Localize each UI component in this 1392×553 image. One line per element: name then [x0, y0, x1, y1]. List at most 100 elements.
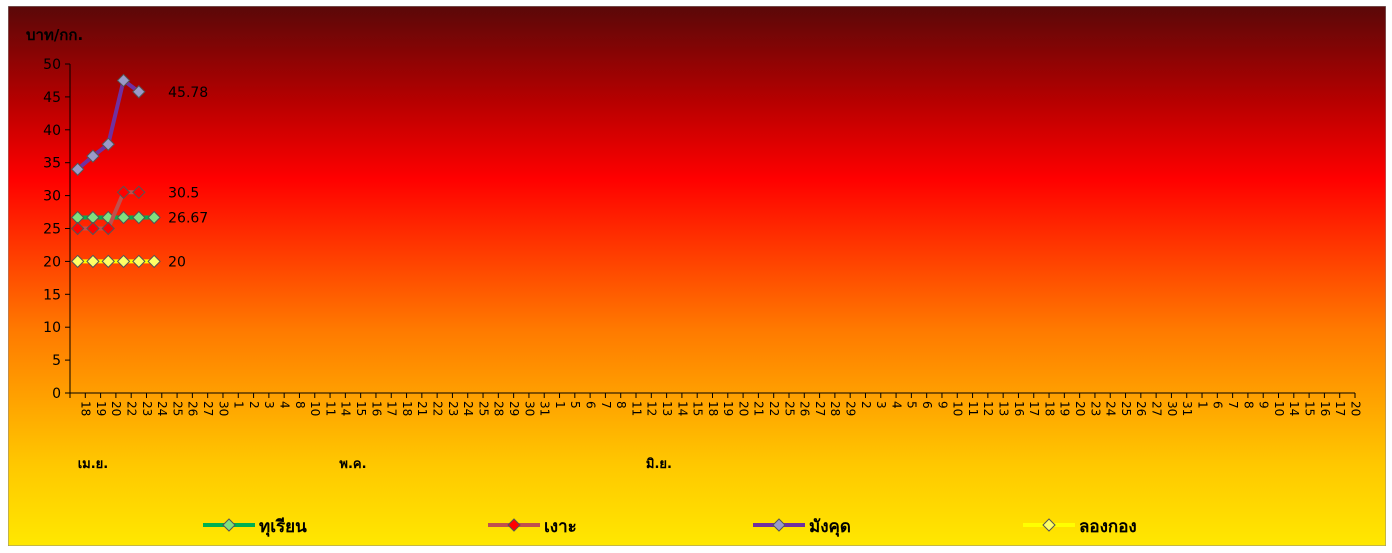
- x-tick-label: 13: [660, 401, 674, 416]
- month-label: มิ.ย.: [646, 457, 672, 472]
- data-point: [147, 210, 161, 225]
- x-tick-label: 27: [813, 401, 827, 416]
- x-tick-label: 2: [859, 401, 873, 409]
- x-tick-label: 4: [278, 401, 292, 409]
- x-tick-label: 22: [767, 401, 781, 416]
- x-tick-label: 3: [874, 401, 888, 409]
- data-point: [86, 221, 100, 236]
- x-tick-label: 24: [1104, 401, 1118, 416]
- x-tick-label: 23: [446, 401, 460, 416]
- x-tick-label: 14: [1287, 401, 1301, 416]
- x-tick-label: 15: [1302, 401, 1316, 416]
- x-tick-label: 20: [1073, 401, 1087, 416]
- x-tick-label: 14: [675, 401, 689, 416]
- data-point: [132, 210, 146, 225]
- x-tick-label: 31: [538, 401, 552, 416]
- data-label: 30.5: [168, 185, 199, 201]
- x-tick-label: 11: [966, 401, 980, 416]
- y-tick-label: 25: [43, 222, 61, 238]
- month-label: พ.ค.: [339, 457, 366, 472]
- x-tick-label: 22: [125, 401, 139, 416]
- data-point: [86, 149, 100, 163]
- data-label: 45.78: [168, 85, 208, 101]
- x-tick-label: 22: [430, 401, 444, 416]
- x-tick-label: 31: [1180, 401, 1194, 416]
- x-tick-label: 18: [400, 401, 414, 416]
- x-tick-label: 27: [201, 401, 215, 416]
- y-tick-label: 10: [43, 320, 61, 336]
- x-tick-label: 23: [1088, 401, 1102, 416]
- x-tick-label: 17: [1027, 401, 1041, 416]
- y-tick-label: 45: [43, 90, 61, 106]
- x-tick-label: 17: [1333, 401, 1347, 416]
- x-tick-label: 16: [1318, 401, 1332, 416]
- x-tick-label: 26: [798, 401, 812, 416]
- y-tick-label: 15: [43, 287, 61, 303]
- x-tick-label: 13: [997, 401, 1011, 416]
- data-point: [101, 221, 115, 236]
- x-tick-label: 12: [645, 401, 659, 416]
- x-tick-label: 2: [247, 401, 261, 409]
- x-tick-label: 30: [216, 401, 230, 416]
- data-label: 20: [168, 254, 186, 270]
- y-tick-label: 5: [52, 353, 61, 369]
- chart-background: [8, 6, 1386, 546]
- x-tick-label: 27: [1149, 401, 1163, 416]
- x-tick-label: 10: [1272, 401, 1286, 416]
- x-tick-label: 25: [170, 401, 184, 416]
- x-tick-label: 20: [736, 401, 750, 416]
- y-axis-title: บาท/กก.: [26, 26, 83, 44]
- legend-marker: [507, 518, 521, 532]
- data-point: [132, 254, 146, 269]
- x-tick-label: 24: [155, 401, 169, 416]
- x-tick-label: 5: [905, 401, 919, 409]
- data-point: [101, 137, 115, 151]
- legend-marker: [222, 518, 236, 532]
- x-tick-labels: 18 19 20 22 23 24 25 26 27 30 1 2 3 4 8 10 11 14 15 16 17 18 2…: [79, 401, 1363, 416]
- series-มังคุด: 45.78: [70, 73, 208, 176]
- data-point: [116, 210, 131, 225]
- x-tick-label: 11: [629, 401, 643, 416]
- x-tick-label: 6: [583, 401, 597, 409]
- x-tick-label: 16: [1012, 401, 1026, 416]
- data-point: [132, 85, 146, 99]
- data-point: [70, 162, 85, 176]
- x-tick-label: 26: [186, 401, 200, 416]
- x-tick-label: 23: [140, 401, 154, 416]
- data-point: [147, 254, 161, 269]
- data-point: [86, 254, 100, 269]
- x-tick-label: 8: [614, 401, 628, 409]
- x-tick-label: 6: [1211, 401, 1225, 409]
- x-tick-label: 24: [461, 401, 475, 416]
- x-tick-label: 29: [507, 401, 521, 416]
- y-tick-label: 40: [43, 123, 61, 139]
- x-tick-label: 8: [293, 401, 307, 409]
- x-tick-label: 10: [951, 401, 965, 416]
- legend: ทุเรียน เงาะ มังคุด ลองกอง: [203, 516, 1137, 537]
- x-tick-label: 19: [94, 401, 108, 416]
- data-point: [101, 254, 115, 269]
- series-เงาะ: 30.5: [70, 185, 199, 236]
- x-tick-label: 12: [981, 401, 995, 416]
- x-tick-label: 29: [844, 401, 858, 416]
- legend-item: ลองกอง: [1023, 517, 1137, 537]
- x-tick-label: 20: [109, 401, 123, 416]
- legend-item: ทุเรียน: [203, 516, 307, 537]
- x-tick-label: 28: [828, 401, 842, 416]
- y-tick-label: 0: [52, 386, 61, 402]
- chart-frame: บาท/กก. 0 5 10 15 20 25 30 35 40 45 50 18 19 20 22 23 2…: [8, 6, 1386, 546]
- x-tick-label: 30: [1165, 401, 1179, 416]
- x-tick-label: 19: [721, 401, 735, 416]
- data-point: [116, 73, 131, 88]
- x-tick-label: 7: [1226, 401, 1240, 409]
- x-tick-label: 1: [232, 401, 246, 409]
- x-tick-label: 26: [1134, 401, 1148, 416]
- x-tick-label: 20: [1348, 401, 1362, 416]
- data-point: [70, 221, 85, 236]
- x-tick-label: 15: [691, 401, 705, 416]
- month-labels: เม.ย. พ.ค. มิ.ย.: [78, 457, 672, 472]
- x-tick-label: 5: [568, 401, 582, 409]
- x-tick-label: 3: [262, 401, 276, 409]
- x-tick-label: 7: [599, 401, 613, 409]
